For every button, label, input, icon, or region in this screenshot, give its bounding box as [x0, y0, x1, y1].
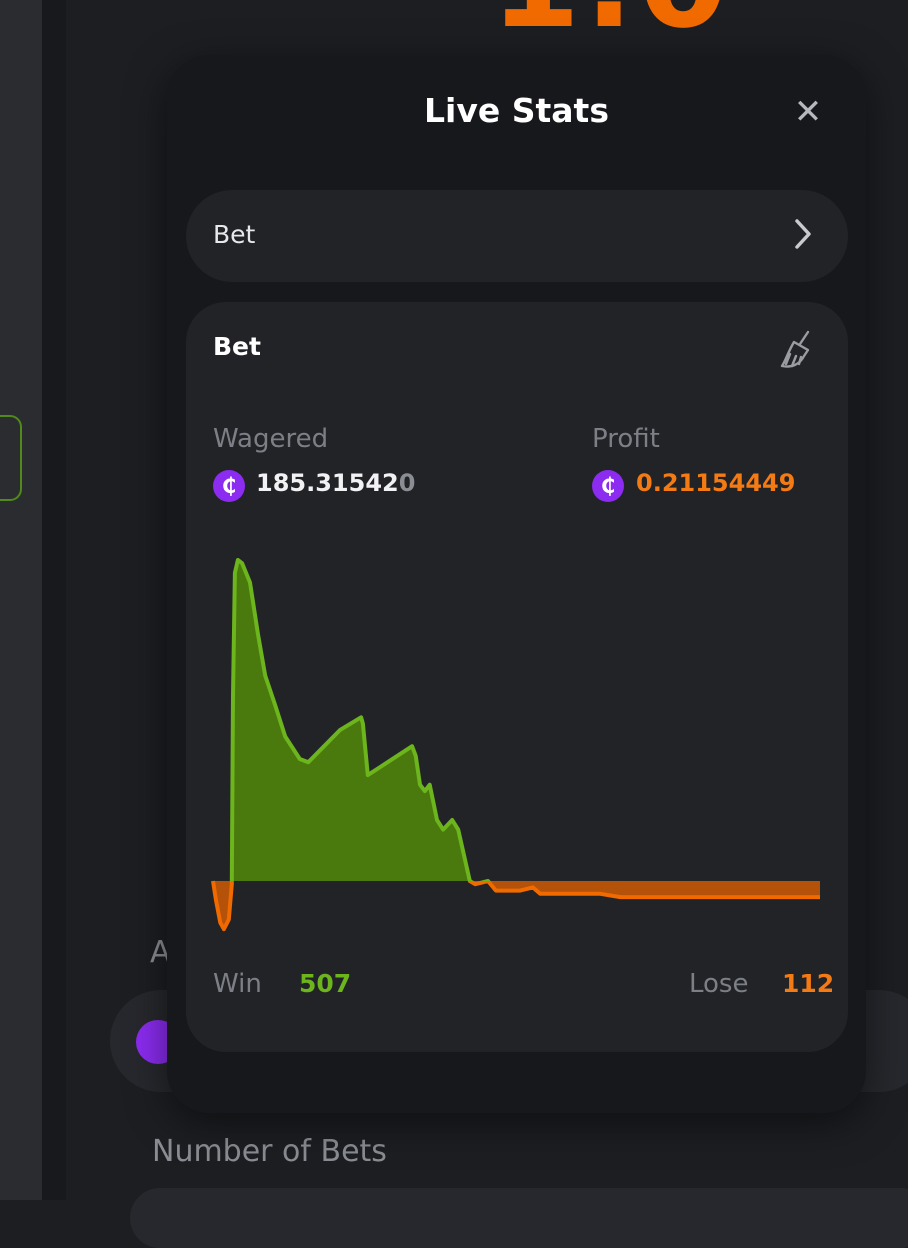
profit-value: 0.21154449 [636, 469, 796, 497]
broom-icon[interactable] [774, 326, 820, 372]
background-multiplier: 1.0 [490, 0, 732, 57]
coin-icon: ₵ [592, 470, 624, 502]
background-label: A [150, 935, 171, 970]
win-count: 507 [299, 969, 352, 998]
stats-card: Bet Wagered ₵ 185.315420 Profit ₵ 0.2115… [186, 302, 848, 1052]
profit-area-negative [213, 881, 820, 930]
profit-chart [211, 558, 820, 932]
card-title: Bet [213, 332, 261, 361]
wagered-value-dim: 0 [398, 469, 416, 497]
live-stats-modal: Live Stats ✕ Bet Bet Wagered ₵ 185.31542… [167, 55, 866, 1113]
profit-area-positive [213, 560, 820, 881]
lose-label: Lose [689, 969, 749, 999]
profit-label: Profit [592, 424, 660, 454]
close-icon[interactable]: ✕ [793, 92, 823, 132]
selector-label: Bet [213, 220, 256, 249]
win-label: Win [213, 969, 262, 999]
profit-line-negative [211, 881, 820, 932]
panel-divider [42, 0, 66, 1200]
modal-title: Live Stats [424, 91, 609, 130]
number-of-bets-input[interactable] [130, 1188, 908, 1248]
wagered-label: Wagered [213, 424, 329, 454]
sidebar-edge [0, 0, 42, 1200]
background-button-edge [0, 415, 22, 501]
lose-count: 112 [782, 969, 835, 998]
wagered-value-main: 185.31542 [256, 469, 399, 497]
profit-line-positive [213, 558, 491, 881]
stats-type-selector[interactable]: Bet [186, 190, 848, 282]
wagered-value: 185.315420 [256, 469, 415, 497]
chevron-right-icon [795, 219, 811, 249]
number-of-bets-label: Number of Bets [152, 1134, 387, 1169]
coin-icon: ₵ [213, 470, 245, 502]
